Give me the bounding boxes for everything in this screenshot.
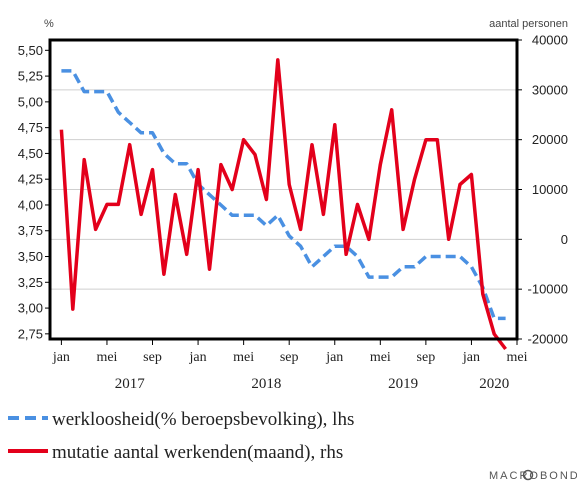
right-tick-label: -10000 (528, 282, 568, 297)
x-year-label: 2019 (388, 376, 418, 392)
left-tick-label: 4,00 (18, 197, 43, 212)
left-tick-label: 5,25 (18, 69, 43, 84)
x-tick-label: sep (280, 350, 299, 365)
right-tick-label: -20000 (528, 332, 568, 347)
x-tick-label: jan (325, 350, 343, 365)
x-axis: jan mei sep jan mei sep jan mei sep jan mei 2017 201… (52, 339, 528, 392)
brand-logo: MACROBOND (489, 469, 577, 482)
left-tick-label: 4,75 (18, 120, 43, 135)
legend: werkloosheid(% beroepsbevolking), lhs mut… (8, 409, 354, 463)
right-tick-label: 20000 (532, 132, 568, 147)
x-tick-label: jan (52, 350, 70, 365)
x-tick-label: sep (143, 350, 162, 365)
left-tick-label: 3,75 (18, 223, 43, 238)
x-year-label: 2018 (251, 376, 281, 392)
x-year-label: 2017 (115, 376, 146, 392)
x-tick-label: mei (507, 350, 528, 365)
left-tick-label: 5,00 (18, 94, 43, 109)
x-tick-label: mei (370, 350, 391, 365)
left-tick-label: 4,25 (18, 172, 43, 187)
left-tick-label: 4,50 (18, 146, 43, 161)
right-tick-label: 0 (561, 232, 568, 247)
series-line-0 (61, 69, 506, 321)
left-tick-label: 3,00 (18, 301, 43, 316)
x-tick-label: jan (189, 350, 207, 365)
left-tick-label: 3,25 (18, 275, 43, 290)
left-axis-unit: % (44, 18, 54, 30)
x-tick-label: mei (233, 350, 254, 365)
right-axis: -20000 -10000 0 10000 20000 30000 40000 (517, 33, 568, 347)
right-tick-label: 30000 (532, 82, 568, 97)
left-tick-label: 2,75 (18, 326, 43, 341)
left-tick-label: 5,50 (18, 43, 43, 58)
right-axis-unit: aantal personen (489, 18, 568, 30)
brand-logo-ring (522, 469, 534, 481)
x-tick-label: mei (96, 350, 117, 365)
x-tick-label: jan (462, 350, 480, 365)
left-tick-label: 3,50 (18, 249, 43, 264)
x-tick-label: sep (417, 350, 436, 365)
legend-label-1: mutatie aantal werkenden(maand), rhs (52, 442, 343, 463)
left-axis: 2,75 3,00 3,25 3,50 3,75 4,00 4,25 4,50 4,75 5,00… (18, 43, 50, 341)
right-tick-label: 40000 (532, 33, 568, 48)
x-year-label: 2020 (479, 376, 509, 392)
legend-label-0: werkloosheid(% beroepsbevolking), lhs (52, 409, 354, 430)
right-tick-label: 10000 (532, 182, 568, 197)
series-layer (59, 58, 507, 351)
series-line-1 (59, 58, 507, 351)
